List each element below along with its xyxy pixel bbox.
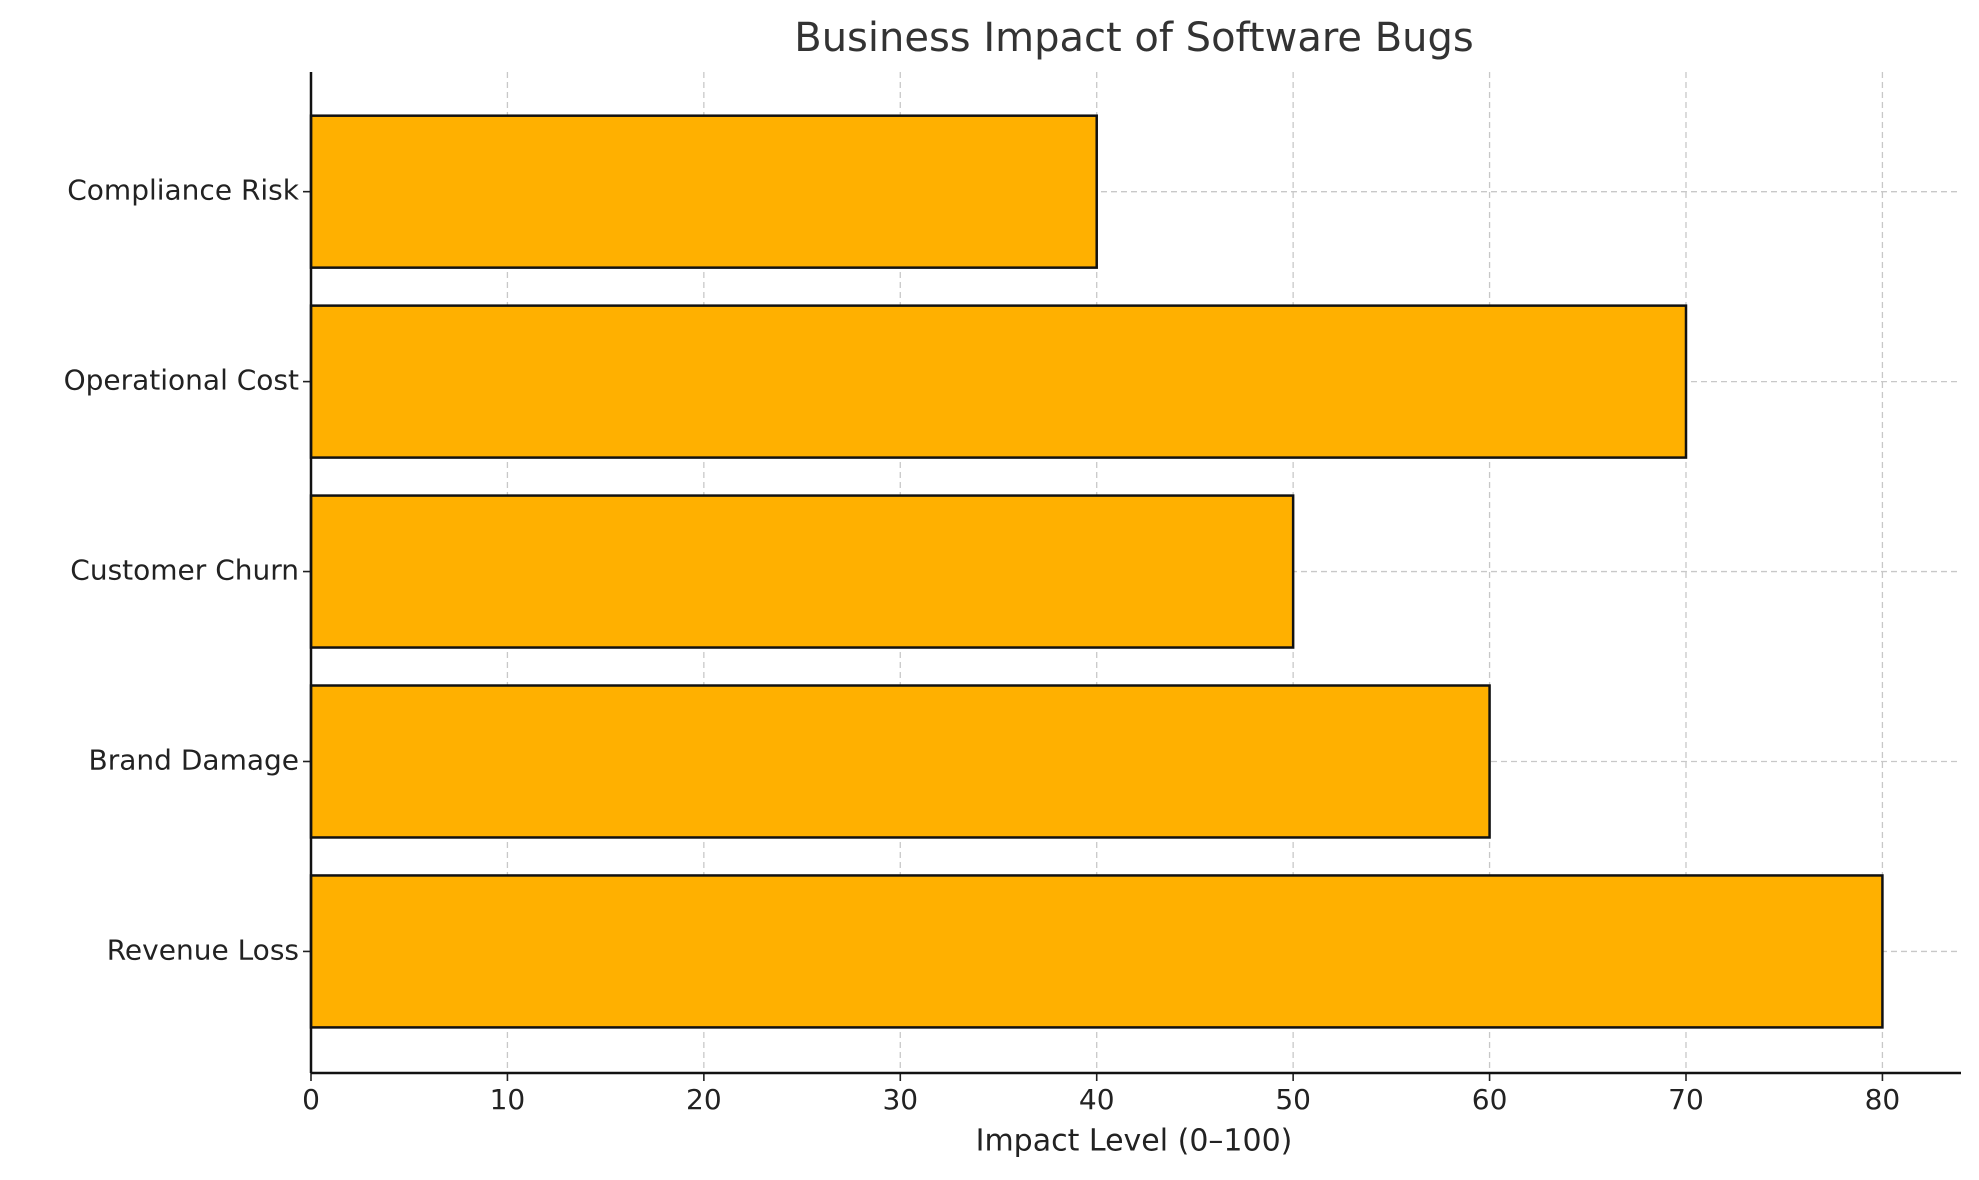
y-tick-label: Brand Damage: [89, 743, 299, 776]
bar: [309, 304, 1688, 459]
x-tick-label: 10: [490, 1083, 526, 1116]
x-tick-label: 0: [302, 1083, 320, 1116]
x-tick-label: 20: [686, 1083, 722, 1116]
bar: [309, 874, 1884, 1029]
chart-title: Business Impact of Software Bugs: [794, 15, 1474, 61]
x-axis-label: Impact Level (0–100): [976, 1124, 1293, 1159]
x-tick-label: 40: [1079, 1083, 1115, 1116]
x-tick-label: 30: [882, 1083, 918, 1116]
bar: [309, 114, 1098, 269]
y-tick-label: Customer Churn: [70, 554, 299, 587]
x-tick-label: 50: [1275, 1083, 1311, 1116]
y-tick-label: Revenue Loss: [107, 933, 299, 966]
x-tick-label: 80: [1865, 1083, 1901, 1116]
y-tick-label: Operational Cost: [64, 364, 299, 397]
y-tick-label: Compliance Risk: [67, 174, 300, 207]
bar: [309, 684, 1491, 839]
bar: [309, 494, 1295, 649]
x-tick-label: 60: [1472, 1083, 1508, 1116]
x-tick-label: 70: [1668, 1083, 1704, 1116]
